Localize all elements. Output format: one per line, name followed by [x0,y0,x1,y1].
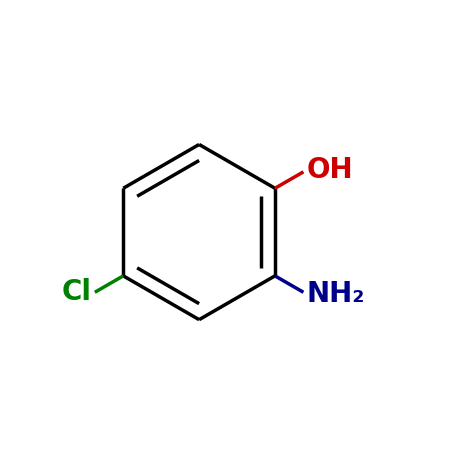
Text: OH: OH [306,156,353,184]
Text: NH₂: NH₂ [306,280,365,308]
Text: Cl: Cl [62,278,92,306]
